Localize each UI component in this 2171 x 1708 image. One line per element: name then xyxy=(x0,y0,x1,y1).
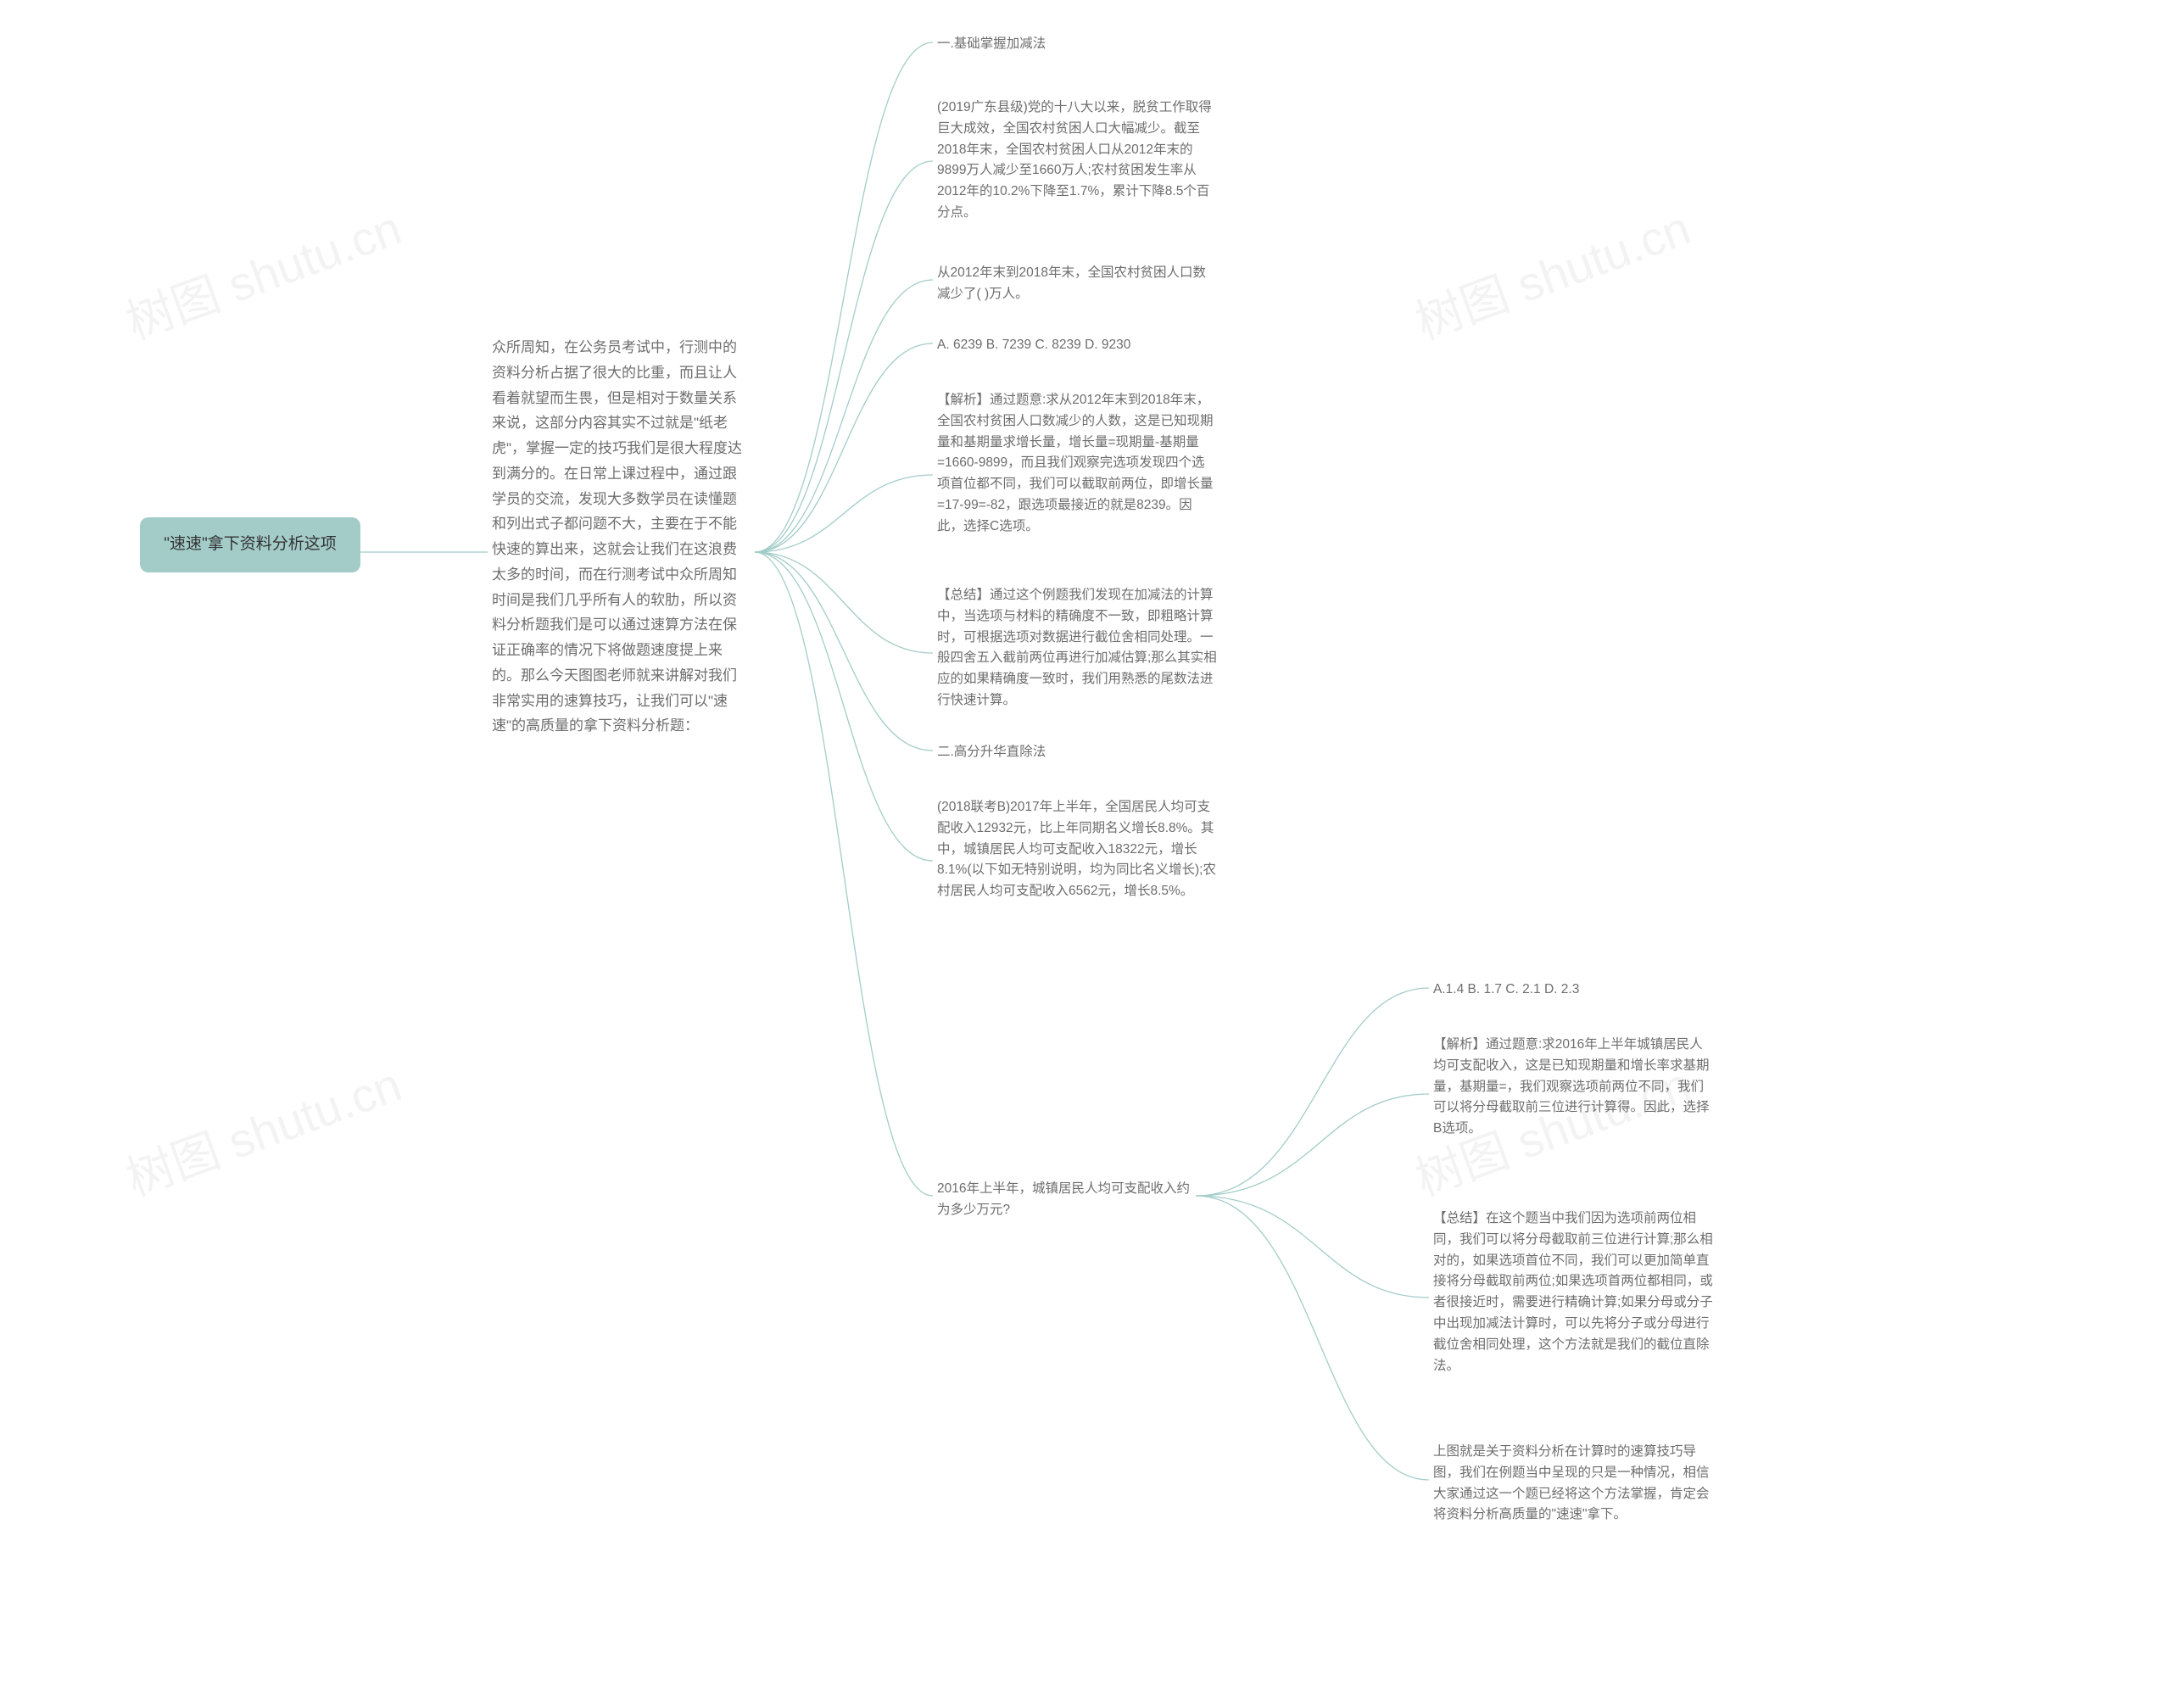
branch-section-1-title[interactable]: 一.基础掌握加减法 xyxy=(937,34,1217,55)
branch-analysis-1: 【解析】通过题意:求从2012年末到2018年末，全国农村贫困人口数减少的人数，… xyxy=(937,390,1217,538)
leaf-analysis-2: 【解析】通过题意:求2016年上半年城镇居民人均可支配收入，这是已知现期量和增长… xyxy=(1433,1035,1713,1140)
branch-summary-1: 【总结】通过这个例题我们发现在加减法的计算中，当选项与材料的精确度不一致，即粗略… xyxy=(937,585,1217,712)
watermark: 树图 shutu.cn xyxy=(115,1047,410,1209)
watermark: 树图 shutu.cn xyxy=(1404,190,1699,353)
branch-example-2: (2018联考B)2017年上半年，全国居民人均可支配收入12932元，比上年同… xyxy=(937,797,1217,902)
leaf-options-2: A.1.4 B. 1.7 C. 2.1 D. 2.3 xyxy=(1433,980,1713,1001)
branch-question-1: 从2012年末到2018年末，全国农村贫困人口数减少了( )万人。 xyxy=(937,263,1217,305)
branch-section-2-title[interactable]: 二.高分升华直除法 xyxy=(937,742,1217,763)
branch-options-1: A. 6239 B. 7239 C. 8239 D. 9230 xyxy=(937,335,1217,356)
root-label: "速速"拿下资料分析这项 xyxy=(164,535,337,553)
branch-question-2[interactable]: 2016年上半年，城镇居民人均可支配收入约为多少万元? xyxy=(937,1179,1192,1221)
intro-paragraph: 众所周知，在公务员考试中，行测中的资料分析占据了很大的比重，而且让人看着就望而生… xyxy=(492,335,751,739)
watermark: 树图 shutu.cn xyxy=(115,190,410,353)
branch-example-1: (2019广东县级)党的十八大以来，脱贫工作取得巨大成效，全国农村贫困人口大幅减… xyxy=(937,98,1217,224)
leaf-summary-2: 【总结】在这个题当中我们因为选项前两位相同，我们可以将分母截取前三位进行计算;那… xyxy=(1433,1208,1713,1376)
leaf-conclusion: 上图就是关于资料分析在计算时的速算技巧导图，我们在例题当中呈现的只是一种情况，相… xyxy=(1433,1442,1713,1526)
mindmap-root-node[interactable]: "速速"拿下资料分析这项 xyxy=(140,517,360,572)
